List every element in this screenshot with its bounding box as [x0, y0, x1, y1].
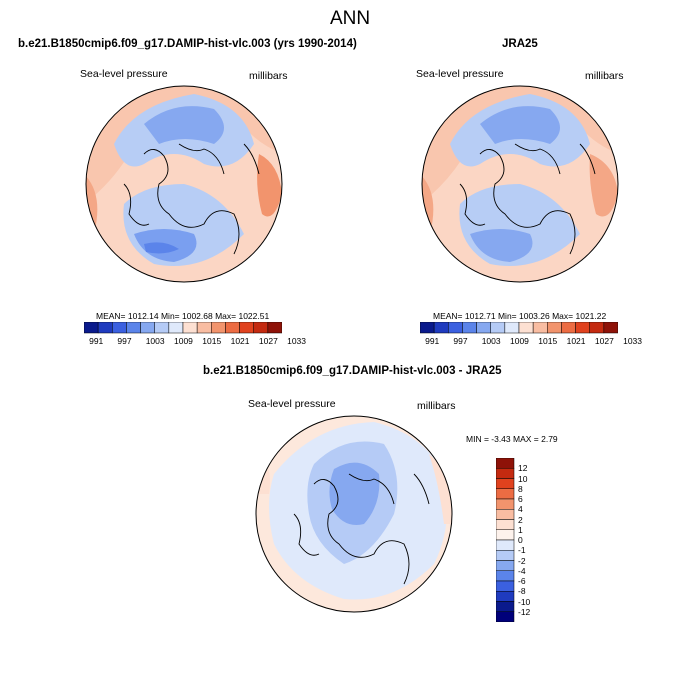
panel3-title: b.e21.B1850cmip6.f09_g17.DAMIP-hist-vlc.… — [203, 365, 502, 377]
colorbar-swatch — [496, 560, 515, 571]
colorbar-tick-label: 1015 — [538, 336, 558, 346]
colorbar-swatch — [182, 322, 198, 334]
colorbar-swatch — [211, 322, 226, 334]
panel3-stats: MIN = -3.43 MAX = 2.79 — [466, 434, 558, 444]
colorbar-tick-label: 997 — [453, 336, 468, 346]
colorbar-swatch — [140, 322, 155, 334]
colorbar-swatch — [589, 322, 605, 334]
colorbar-swatch — [225, 322, 240, 334]
colorbar-tick-label: 1033 — [623, 336, 643, 346]
panel3-variable-label: Sea-level pressure — [248, 398, 336, 410]
colorbar-tick-label: 1027 — [594, 336, 614, 346]
colorbar-tick-label: 6 — [518, 494, 523, 504]
colorbar-swatch — [154, 322, 170, 334]
panel2-variable-label: Sea-level pressure — [416, 68, 504, 80]
colorbar-swatch — [253, 322, 269, 334]
colorbar-swatch — [532, 322, 548, 334]
colorbar-tick-label: -12 — [518, 606, 531, 617]
colorbar-tick-label: 1027 — [258, 336, 278, 346]
colorbar-swatch — [496, 539, 515, 551]
colorbar-swatch — [496, 468, 515, 479]
colorbar-tick-label: 1009 — [174, 336, 193, 346]
colorbar-swatch — [504, 322, 520, 334]
colorbar-swatch — [496, 488, 515, 500]
colorbar-tick-label: 8 — [518, 483, 523, 494]
colorbar-swatch — [496, 509, 515, 520]
colorbar-swatch — [496, 601, 515, 612]
colorbar-tick-label: 1021 — [230, 336, 250, 346]
colorbar-tick-label: 0 — [518, 535, 523, 545]
panel3-colorbar — [496, 458, 515, 622]
colorbar-swatch — [496, 570, 515, 582]
colorbar-swatch — [496, 519, 515, 530]
colorbar-tick-label: 991 — [89, 336, 104, 346]
colorbar-swatch — [496, 498, 515, 510]
colorbar-swatch — [496, 611, 515, 622]
panel2-units-label: millibars — [585, 70, 624, 82]
colorbar-swatch — [126, 322, 141, 334]
colorbar-swatch — [490, 322, 506, 334]
colorbar-tick-label: 1015 — [202, 336, 222, 346]
colorbar-swatch — [476, 322, 491, 334]
colorbar-swatch — [496, 580, 515, 592]
colorbar-swatch — [496, 478, 515, 489]
colorbar-tick-label: 10 — [518, 473, 528, 484]
colorbar-swatch — [433, 322, 449, 334]
panel1-title: b.e21.B1850cmip6.f09_g17.DAMIP-hist-vlc.… — [18, 38, 357, 50]
panel3-colorbar-labels: 12 10 8 6 4 2 1 0 -1 -2 -4 -6 -8 -10 -12 — [518, 458, 548, 622]
colorbar-tick-label: 997 — [117, 336, 132, 346]
panel2-stats: MEAN= 1012.71 Min= 1003.26 Max= 1021.22 — [433, 311, 607, 321]
panel3-units-label: millibars — [417, 400, 456, 412]
colorbar-swatch — [84, 322, 99, 334]
colorbar-tick-label: 1009 — [510, 336, 529, 346]
colorbar-swatch — [97, 322, 113, 334]
panel1-colorbar — [84, 322, 282, 334]
colorbar-tick-label: 1003 — [145, 336, 165, 346]
panel2-polar-map — [421, 85, 619, 283]
panel2-title: JRA25 — [502, 38, 538, 50]
colorbar-swatch — [112, 322, 127, 334]
page-title: ANN — [329, 8, 371, 29]
colorbar-swatch — [575, 322, 590, 334]
panel1-variable-label: Sea-level pressure — [80, 68, 168, 80]
panel3-polar-map — [255, 415, 453, 613]
colorbar-swatch — [496, 458, 515, 469]
panel2-colorbar — [420, 322, 618, 334]
colorbar-tick-label: 2 — [518, 514, 523, 525]
colorbar-swatch — [496, 529, 515, 541]
colorbar-swatch — [448, 322, 463, 334]
colorbar-tick-label: 1003 — [481, 336, 501, 346]
colorbar-swatch — [267, 322, 282, 334]
panel1-stats: MEAN= 1012.14 Min= 1002.68 Max= 1022.51 — [96, 311, 270, 321]
colorbar-swatch — [518, 322, 534, 334]
colorbar-tick-label: 12 — [518, 463, 528, 474]
colorbar-tick-label: -10 — [518, 596, 531, 607]
colorbar-swatch — [168, 322, 184, 334]
colorbar-swatch — [603, 322, 618, 334]
colorbar-swatch — [196, 322, 212, 334]
colorbar-tick-label: -6 — [518, 576, 526, 586]
colorbar-swatch — [239, 322, 254, 334]
colorbar-swatch — [420, 322, 435, 334]
colorbar-tick-label: 1021 — [566, 336, 586, 346]
panel1-units-label: millibars — [249, 70, 288, 82]
colorbar-tick-label: -1 — [518, 545, 526, 556]
colorbar-tick-label: 991 — [425, 336, 440, 346]
colorbar-tick-label: 1033 — [287, 336, 307, 346]
colorbar-tick-label: -2 — [518, 555, 526, 566]
colorbar-swatch — [561, 322, 576, 334]
colorbar-tick-label: -4 — [518, 565, 526, 576]
panel1-colorbar-labels: 991 997 1003 1009 1015 1021 1027 1033 — [84, 336, 306, 348]
colorbar-swatch — [496, 591, 515, 602]
panel2-colorbar-labels: 991 997 1003 1009 1015 1021 1027 1033 — [420, 336, 642, 348]
colorbar-swatch — [496, 550, 515, 561]
panel1-polar-map — [85, 85, 283, 283]
colorbar-tick-label: 1 — [518, 524, 523, 535]
colorbar-swatch — [547, 322, 562, 334]
colorbar-swatch — [462, 322, 477, 334]
colorbar-tick-label: -8 — [518, 586, 526, 597]
colorbar-tick-label: 4 — [518, 504, 523, 515]
